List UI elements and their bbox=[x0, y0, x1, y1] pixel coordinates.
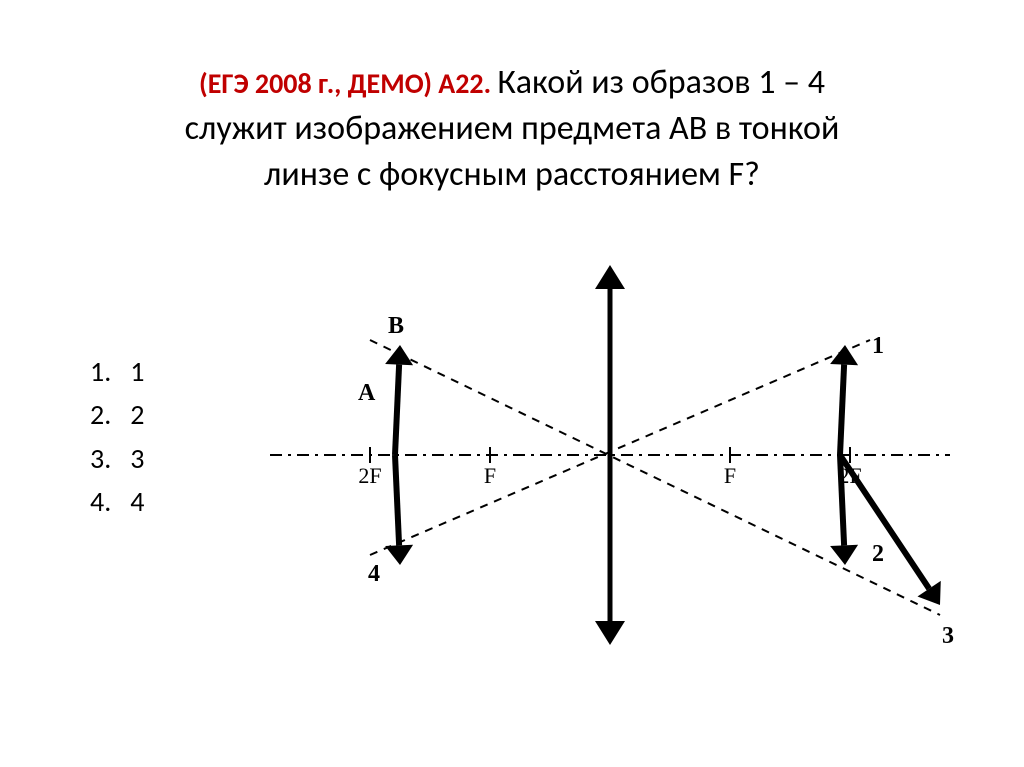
answer-option-4: 4. 4 bbox=[90, 480, 144, 523]
title-line1: Какой из образов 1 – 4 bbox=[497, 62, 825, 103]
answer-option-1: 1. 1 bbox=[90, 350, 144, 393]
ray bbox=[370, 340, 870, 555]
lens-arrowhead-bottom bbox=[595, 621, 625, 645]
title-prefix: (ЕГЭ 2008 г., ДЕМО) А22. bbox=[199, 66, 497, 101]
title-line2: служит изображением предмета АВ в тонкой bbox=[185, 108, 840, 149]
question-title: (ЕГЭ 2008 г., ДЕМО) А22. Какой из образо… bbox=[50, 60, 974, 198]
slide: (ЕГЭ 2008 г., ДЕМО) А22. Какой из образо… bbox=[0, 0, 1024, 767]
lens-diagram: 2FFF2FAB1234 bbox=[240, 245, 980, 665]
image-label-1: 1 bbox=[872, 333, 884, 359]
axis-tick-label: F bbox=[724, 463, 736, 488]
arrow-shaft-object bbox=[395, 365, 399, 455]
arrow-head-object bbox=[385, 345, 413, 365]
label-B: B bbox=[388, 313, 404, 339]
arrow-head-image-1 bbox=[830, 345, 858, 365]
arrow-shaft-image-1 bbox=[840, 365, 844, 455]
image-label-3: 3 bbox=[942, 623, 954, 649]
image-label-4: 4 bbox=[368, 561, 380, 587]
image-label-2: 2 bbox=[872, 541, 884, 567]
title-line3: линзе с фокусным расстоянием F? bbox=[264, 154, 760, 195]
axis-tick-label: F bbox=[484, 463, 496, 488]
lens-arrowhead-top bbox=[595, 265, 625, 289]
arrow-head-image-2 bbox=[830, 545, 858, 565]
arrow-shaft-image-4 bbox=[395, 455, 399, 545]
label-A: A bbox=[358, 380, 376, 406]
arrow-head-image-4 bbox=[385, 545, 413, 565]
arrow-shaft-image-3 bbox=[840, 455, 929, 589]
answer-options: 1. 1 2. 2 3. 3 4. 4 bbox=[90, 350, 144, 524]
axis-tick-label: 2F bbox=[358, 463, 381, 488]
arrow-shaft-image-2 bbox=[840, 455, 844, 545]
answer-option-2: 2. 2 bbox=[90, 393, 144, 436]
answer-option-3: 3. 3 bbox=[90, 437, 144, 480]
